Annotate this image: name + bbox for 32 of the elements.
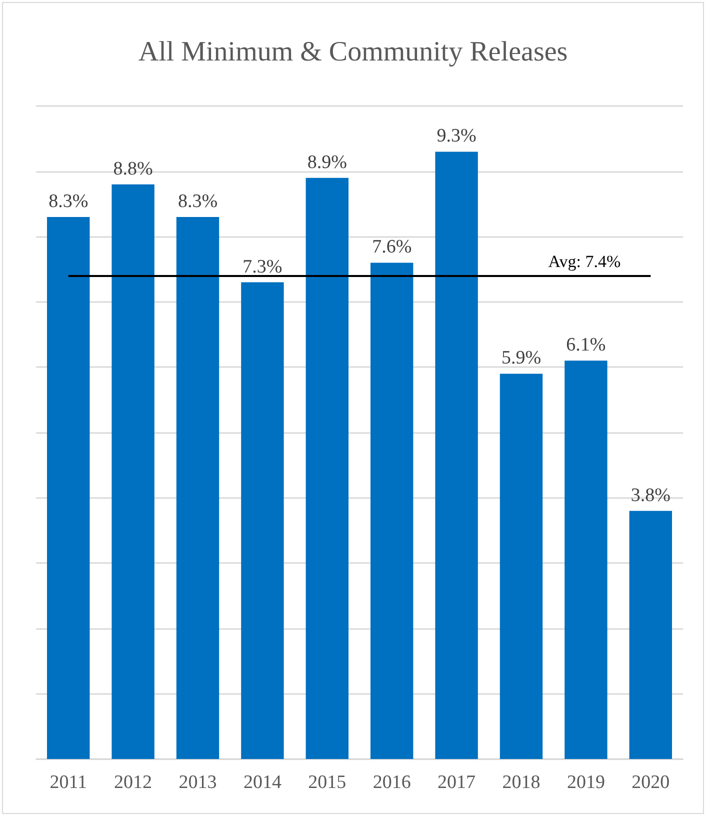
data-label: 8.3% [48,191,88,212]
chart-title: All Minimum & Community Releases [138,36,568,68]
x-tick-label: 2011 [50,772,87,793]
x-tick-label: 2019 [566,772,605,793]
data-label: 8.9% [307,152,348,173]
data-label: 8.3% [178,191,218,212]
data-label: 5.9% [501,348,542,369]
bar [564,360,608,759]
data-label: 8.8% [113,158,154,180]
x-tick-label: 2013 [178,772,217,793]
x-tick-label: 2016 [372,772,411,793]
bar [500,374,543,759]
data-label: 3.8% [630,484,671,506]
x-tick-label: 2014 [243,772,282,793]
bar [370,262,414,759]
bar [306,178,348,759]
bar [629,510,672,759]
bar [112,184,154,759]
data-label: 7.3% [242,256,282,278]
data-label: 6.1% [566,334,606,356]
data-label: 7.6% [372,236,412,258]
x-tick-label: 2017 [438,772,476,793]
x-tick-label: 2015 [308,772,346,793]
x-tick-label: 2012 [114,772,152,793]
ref-line-label: Avg: 7.4% [548,252,621,271]
x-tick-label: 2020 [632,772,670,793]
bar [241,282,284,759]
bar [435,152,478,759]
bar [176,217,220,759]
x-tick-label: 2018 [502,772,540,793]
data-label: 9.3% [436,126,477,147]
bar [47,217,90,759]
